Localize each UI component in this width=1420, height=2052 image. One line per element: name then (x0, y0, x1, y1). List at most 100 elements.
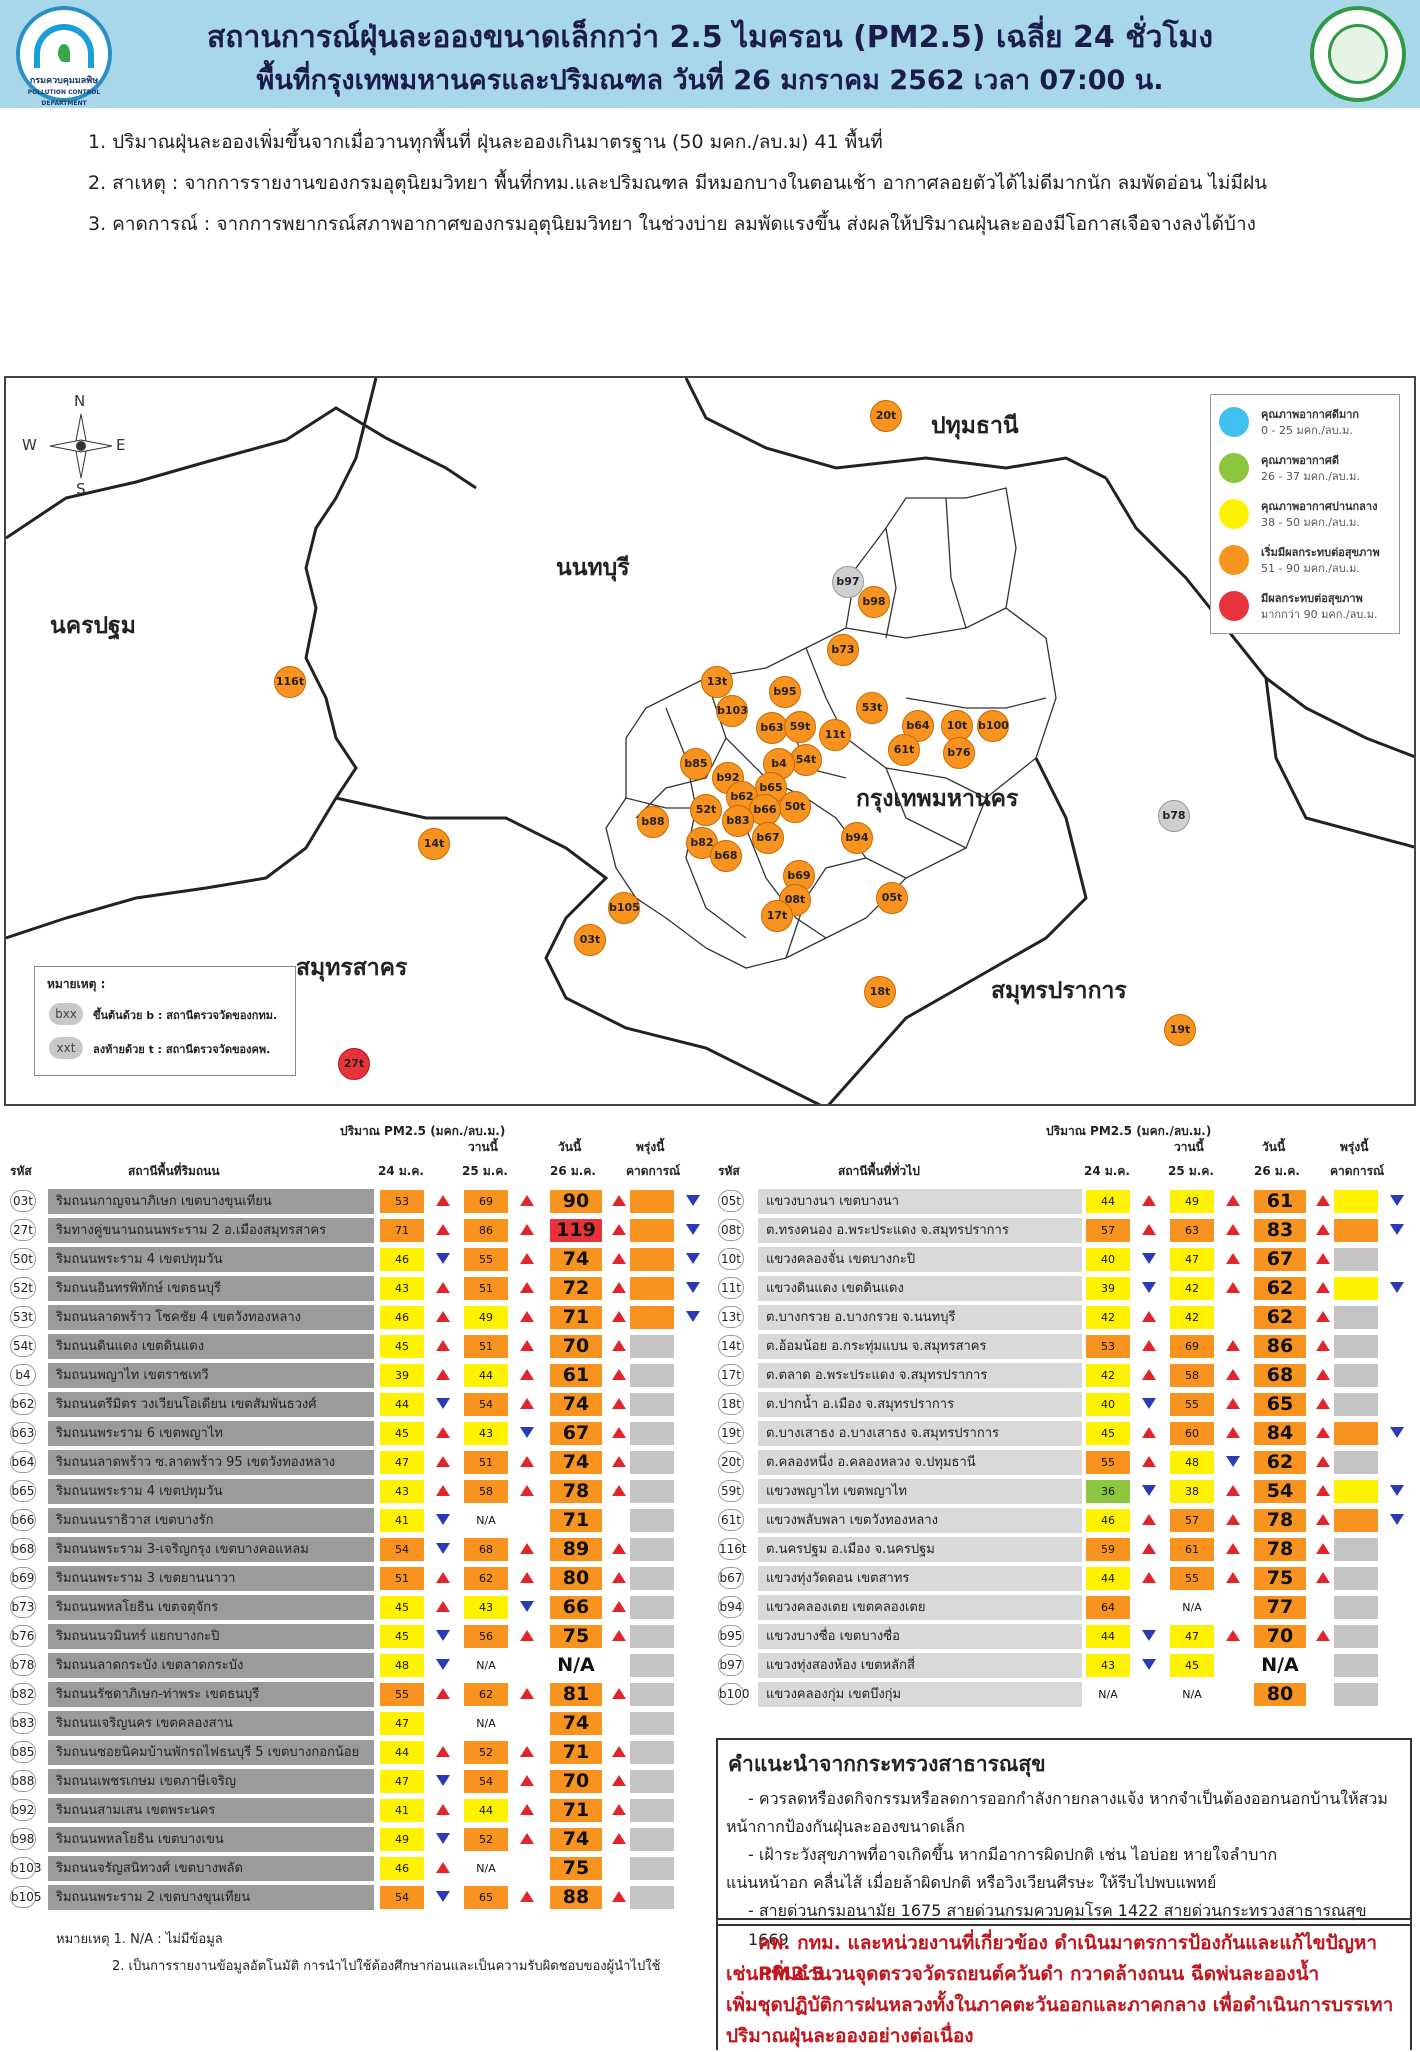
measure-line-4: ปริมาณฝุ่นละอองอย่างต่อเนื่อง (726, 2025, 974, 2047)
pm-value-v26: 71 (550, 1306, 602, 1329)
station-name: ริมทางคู่ขนานถนนพระราม 2 อ.เมืองสมุทรสาค… (48, 1218, 374, 1243)
arrow-down-icon (1390, 1485, 1404, 1496)
station-name: ริมถนนพหลโยธิน เขตจตุจักร (48, 1595, 374, 1620)
note-2: 2. สาเหตุ : จากการรายงานของกรมอุตุนิยมวิ… (88, 172, 1268, 194)
arrow-up-icon (520, 1543, 534, 1554)
table-header-now: วันนี้ (558, 1140, 582, 1154)
arrow-down-icon (436, 1775, 450, 1786)
station-name: ต.คลองหนึ่ง อ.คลองหลวง จ.ปทุมธานี (758, 1450, 1082, 1475)
legend-range: 38 - 50 มคก./ลบ.ม. (1261, 516, 1360, 529)
advice-line-4: แน่นหน้าอก คลื่นไส้ เมื่อยล้าผิดปกติ หรื… (726, 1873, 1217, 1892)
pm-value-v26: 62 (1254, 1277, 1306, 1300)
pm-value-v25: 58 (1170, 1364, 1214, 1387)
arrow-up-icon (520, 1688, 534, 1699)
province-label: สมุทรสาคร (296, 955, 408, 981)
table-row: b62 ริมถนนตรีมิตร วงเวียนโอเดียน เขตสัมพั… (10, 1391, 700, 1417)
pm-value-v24: 41 (380, 1509, 424, 1532)
compass: N S E W (22, 392, 126, 498)
pm-value-v25: 68 (464, 1538, 508, 1561)
arrow-up-icon (1142, 1311, 1156, 1322)
arrow-up-icon (436, 1282, 450, 1293)
station-marker: 03t (574, 924, 606, 956)
arrow-up-icon (612, 1601, 626, 1612)
pm-value-v25: N/A (1182, 1601, 1202, 1614)
pm-value-v25: 44 (464, 1364, 508, 1387)
arrow-down-icon (1142, 1282, 1156, 1293)
station-name: ริมถนนตรีมิตร วงเวียนโอเดียน เขตสัมพันธว… (48, 1392, 374, 1417)
pm-value-v24: 36 (1086, 1480, 1130, 1503)
table-row: b64 ริมถนนลาดพร้าว ซ.ลาดพร้าว 95 เขตวังทอ… (10, 1449, 700, 1475)
station-code: b100 (718, 1683, 750, 1705)
arrow-down-icon (1142, 1485, 1156, 1496)
station-code: 27t (10, 1219, 36, 1241)
pm-value-v24: 43 (380, 1480, 424, 1503)
table-row: b73 ริมถนนพหลโยธิน เขตจตุจักร 45 43 66 (10, 1594, 700, 1620)
pm-value-v24: 47 (380, 1451, 424, 1474)
station-name: ต.ทรงคนอง อ.พระประแดง จ.สมุทรปราการ (758, 1218, 1082, 1243)
pm-value-v26: 62 (1254, 1306, 1306, 1329)
compass-s: S (76, 480, 86, 498)
arrow-up-icon (1142, 1572, 1156, 1583)
pm-value-v25: N/A (476, 1659, 496, 1672)
pm-value-v24: 42 (1086, 1306, 1130, 1329)
arrow-down-icon (436, 1514, 450, 1525)
pm-value-v26: 71 (550, 1741, 602, 1764)
province-label: สมุทรปราการ (991, 978, 1127, 1004)
station-marker: b68 (710, 840, 742, 872)
summary-notes: 1. ปริมาณฝุ่นละอองเพิ่มขึ้นจากเมื่อวานทุ… (88, 122, 1267, 245)
arrow-up-icon (436, 1427, 450, 1438)
arrow-up-icon (1226, 1427, 1240, 1438)
station-name: ต.นครปฐม อ.เมือง จ.นครปฐม (758, 1537, 1082, 1562)
page-subtitle: พื้นที่กรุงเทพมหานครและปริมณฑล วันที่ 26… (256, 65, 1164, 96)
pm-value-v24: 54 (380, 1538, 424, 1561)
station-marker: 14t (418, 828, 450, 860)
pm-value-v25: 63 (1170, 1219, 1214, 1242)
station-code: b83 (10, 1712, 36, 1734)
forecast-cell (1334, 1509, 1378, 1532)
station-code: b66 (10, 1509, 36, 1531)
pm-value-v24: 46 (380, 1248, 424, 1271)
arrow-up-icon (436, 1456, 450, 1467)
table-header-d24: 24 ม.ค. (378, 1164, 424, 1178)
arrow-up-icon (612, 1253, 626, 1264)
arrow-down-icon (436, 1543, 450, 1554)
forecast-cell (630, 1538, 674, 1561)
station-marker: b105 (608, 892, 640, 924)
station-marker: b73 (827, 634, 859, 666)
arrow-up-icon (1316, 1195, 1330, 1206)
station-code: b64 (10, 1451, 36, 1473)
forecast-cell (1334, 1451, 1378, 1474)
measure-line-2: เช่น เพิ่มจำนวนจุดตรวจวัดรถยนต์ควันดำ กว… (726, 1963, 1320, 1985)
pm-value-v25: 62 (464, 1683, 508, 1706)
arrow-down-icon (686, 1224, 700, 1235)
arrow-down-icon (686, 1253, 700, 1264)
pm-value-v25: 65 (464, 1886, 508, 1909)
pm-value-v25: 69 (1170, 1335, 1214, 1358)
arrow-up-icon (1316, 1427, 1330, 1438)
arrow-down-icon (1390, 1224, 1404, 1235)
header-banner: กรมควบคุมมลพิษ POLLUTION CONTROL DEPARTME… (0, 0, 1420, 108)
station-code: b95 (718, 1625, 744, 1647)
arrow-up-icon (612, 1195, 626, 1206)
forecast-cell (630, 1248, 674, 1271)
station-name: แขวงบางนา เขตบางนา (758, 1189, 1082, 1214)
pm-value-v26: 61 (1254, 1190, 1306, 1213)
station-marker: b97 (832, 566, 864, 598)
forecast-cell (630, 1364, 674, 1387)
arrow-up-icon (1226, 1630, 1240, 1641)
arrow-up-icon (612, 1369, 626, 1380)
pm-value-v26: 70 (550, 1335, 602, 1358)
station-marker: b100 (977, 710, 1009, 742)
pm-value-v24: 42 (1086, 1364, 1130, 1387)
advice-line-3: - เฝ้าระวังสุขภาพที่อาจเกิดขึ้น หากมีอาก… (748, 1845, 1278, 1864)
pm-value-v24: 51 (380, 1567, 424, 1590)
pm-value-v25: 54 (464, 1393, 508, 1416)
arrow-up-icon (520, 1485, 534, 1496)
station-marker: 10t (941, 710, 973, 742)
table-row: 03t ริมถนนกาญจนาภิเษก เขตบางขุนเทียน 53 69 9… (10, 1188, 700, 1214)
legend-range: มากกว่า 90 มคก./ลบ.ม. (1261, 608, 1378, 621)
station-name: ริมถนนพระราม 6 เขตพญาไท (48, 1421, 374, 1446)
pm-value-v24: 45 (1086, 1422, 1130, 1445)
legend-swatch-icon (1219, 499, 1249, 529)
pm-value-v24: 43 (1086, 1654, 1130, 1677)
